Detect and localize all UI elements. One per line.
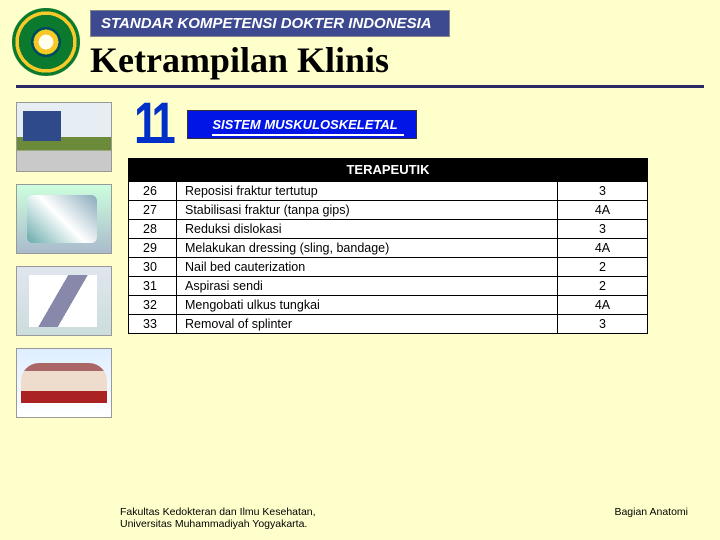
chapter-number: 11 bbox=[134, 98, 171, 150]
title-divider bbox=[16, 85, 704, 88]
thumbnail-image bbox=[16, 348, 112, 418]
thumbnail-image bbox=[16, 184, 112, 254]
standard-banner: STANDAR KOMPETENSI DOKTER INDONESIA bbox=[90, 10, 450, 37]
row-level: 4A bbox=[558, 201, 648, 220]
row-level: 3 bbox=[558, 315, 648, 334]
thumbnail-image bbox=[16, 102, 112, 172]
table-row: 33Removal of splinter3 bbox=[129, 315, 648, 334]
row-skill: Mengobati ulkus tungkai bbox=[177, 296, 558, 315]
page-title: Ketrampilan Klinis bbox=[90, 39, 708, 81]
row-level: 4A bbox=[558, 296, 648, 315]
footer-faculty: Fakultas Kedokteran dan Ilmu Kesehatan, bbox=[120, 506, 316, 518]
row-number: 31 bbox=[129, 277, 177, 296]
row-number: 27 bbox=[129, 201, 177, 220]
row-level: 2 bbox=[558, 277, 648, 296]
row-level: 3 bbox=[558, 220, 648, 239]
row-number: 33 bbox=[129, 315, 177, 334]
table-section-header: TERAPEUTIK bbox=[128, 158, 648, 181]
thumbnail-column bbox=[16, 102, 116, 418]
table-row: 30Nail bed cauterization2 bbox=[129, 258, 648, 277]
row-number: 28 bbox=[129, 220, 177, 239]
skills-table: TERAPEUTIK 26Reposisi fraktur tertutup32… bbox=[128, 158, 648, 334]
thumbnail-image bbox=[16, 266, 112, 336]
row-skill: Nail bed cauterization bbox=[177, 258, 558, 277]
row-number: 32 bbox=[129, 296, 177, 315]
row-skill: Aspirasi sendi bbox=[177, 277, 558, 296]
system-label: SISTEM MUSKULOSKELETAL bbox=[187, 110, 417, 139]
row-level: 3 bbox=[558, 182, 648, 201]
row-number: 30 bbox=[129, 258, 177, 277]
table-row: 29Melakukan dressing (sling, bandage)4A bbox=[129, 239, 648, 258]
university-logo bbox=[12, 8, 80, 76]
row-skill: Reduksi dislokasi bbox=[177, 220, 558, 239]
footer-university: Universitas Muhammadiyah Yogyakarta. bbox=[120, 518, 316, 530]
footer-right: Bagian Anatomi bbox=[614, 506, 688, 530]
table-row: 27Stabilisasi fraktur (tanpa gips)4A bbox=[129, 201, 648, 220]
row-skill: Melakukan dressing (sling, bandage) bbox=[177, 239, 558, 258]
row-skill: Reposisi fraktur tertutup bbox=[177, 182, 558, 201]
table-row: 31Aspirasi sendi2 bbox=[129, 277, 648, 296]
row-number: 29 bbox=[129, 239, 177, 258]
footer-left: Fakultas Kedokteran dan Ilmu Kesehatan, … bbox=[120, 506, 316, 530]
row-skill: Removal of splinter bbox=[177, 315, 558, 334]
table-row: 32Mengobati ulkus tungkai4A bbox=[129, 296, 648, 315]
row-skill: Stabilisasi fraktur (tanpa gips) bbox=[177, 201, 558, 220]
row-number: 26 bbox=[129, 182, 177, 201]
table-row: 28Reduksi dislokasi3 bbox=[129, 220, 648, 239]
row-level: 4A bbox=[558, 239, 648, 258]
row-level: 2 bbox=[558, 258, 648, 277]
table-row: 26Reposisi fraktur tertutup3 bbox=[129, 182, 648, 201]
